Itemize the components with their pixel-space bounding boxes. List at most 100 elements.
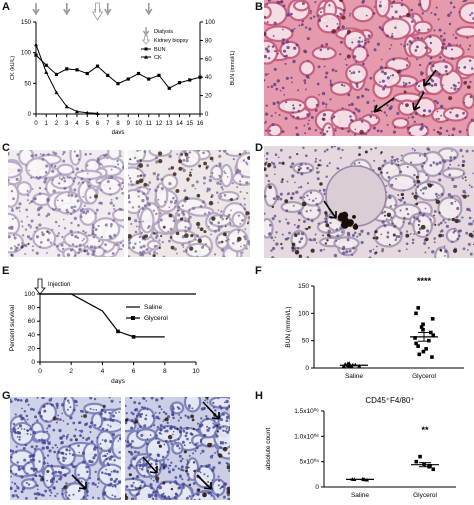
nucleus	[400, 3, 404, 7]
stain-spot	[216, 430, 220, 433]
nucleus	[108, 187, 112, 190]
nucleus	[140, 433, 144, 437]
nucleus	[158, 405, 162, 409]
stain-spot	[198, 164, 202, 168]
nucleus	[185, 250, 188, 253]
nucleus	[115, 196, 119, 200]
tubule	[442, 106, 469, 122]
nucleus	[367, 40, 370, 44]
nucleus	[88, 476, 92, 480]
x-tick-label: 12	[156, 121, 163, 127]
nucleus	[95, 208, 99, 212]
nucleus	[93, 445, 97, 449]
nucleus	[161, 455, 165, 459]
nucleus	[248, 243, 250, 246]
nucleus	[93, 397, 97, 401]
nucleus	[166, 450, 169, 454]
nucleus	[379, 1, 382, 3]
nucleus	[16, 153, 19, 156]
nucleus	[392, 130, 397, 134]
nucleus	[390, 35, 394, 38]
nucleus	[13, 482, 17, 485]
nucleus	[82, 210, 86, 214]
nucleus	[447, 42, 451, 46]
glycerol-point	[414, 341, 418, 346]
nucleus	[367, 34, 371, 38]
nucleus	[211, 454, 214, 457]
nucleus	[409, 161, 413, 164]
nucleus	[142, 397, 145, 400]
nucleus	[211, 172, 213, 174]
nucleus	[86, 470, 89, 474]
nucleus	[111, 414, 116, 418]
nucleus	[91, 224, 95, 227]
stain-spot	[139, 174, 143, 177]
nucleus	[223, 170, 226, 173]
nucleus	[276, 198, 279, 201]
stain-spot	[375, 251, 378, 254]
nucleus	[408, 131, 412, 135]
nucleus	[170, 461, 173, 464]
nucleus	[43, 180, 47, 184]
stain-spot	[177, 209, 179, 212]
stain-spot	[427, 183, 433, 188]
stain-spot	[128, 234, 132, 239]
nucleus	[440, 34, 443, 38]
nucleus	[140, 480, 144, 484]
nucleus	[386, 76, 390, 80]
nucleus	[141, 198, 145, 203]
nucleus	[217, 479, 221, 482]
nucleus	[169, 481, 172, 484]
tubule	[56, 163, 75, 176]
glycerol-point	[421, 349, 426, 354]
nucleus	[345, 250, 349, 254]
stain-spot	[422, 113, 426, 117]
nucleus	[274, 112, 277, 114]
nucleus	[85, 465, 89, 469]
stain-spot	[359, 129, 364, 135]
nucleus	[93, 424, 97, 427]
nucleus	[37, 213, 41, 217]
x-tick-label: 5	[86, 121, 90, 127]
nucleus	[369, 76, 373, 80]
stain-spot	[284, 199, 289, 204]
nucleus	[391, 155, 394, 159]
nucleus	[414, 49, 418, 52]
nucleus	[317, 208, 321, 212]
nucleus	[118, 451, 121, 454]
nucleus	[137, 195, 140, 198]
nucleus	[195, 180, 199, 184]
nucleus	[96, 446, 99, 449]
nucleus	[77, 421, 81, 424]
nucleus	[305, 210, 308, 213]
nucleus	[198, 498, 201, 500]
nucleus	[68, 192, 70, 195]
nucleus	[451, 240, 454, 244]
nucleus	[355, 61, 358, 64]
nucleus	[225, 399, 229, 404]
y-left-tick-label: 50	[24, 81, 31, 87]
nucleus	[328, 126, 331, 129]
nucleus	[245, 247, 248, 250]
nucleus	[471, 149, 474, 152]
stain-spot	[189, 171, 192, 174]
y-right-tick-label: 40	[205, 75, 212, 81]
nucleus	[227, 429, 230, 432]
nucleus	[137, 451, 140, 454]
nucleus	[118, 248, 121, 251]
nucleus	[158, 485, 163, 490]
nucleus	[241, 175, 244, 179]
legend-saline-label: Saline	[144, 304, 162, 311]
nucleus	[357, 109, 361, 113]
nucleus	[77, 183, 80, 185]
nucleus	[336, 14, 339, 17]
nucleus	[447, 166, 450, 169]
stain-spot	[162, 225, 166, 229]
nucleus	[329, 79, 332, 82]
nucleus	[101, 439, 104, 441]
nucleus	[337, 147, 341, 151]
nucleus	[325, 43, 329, 46]
nucleus	[151, 414, 155, 418]
nucleus	[146, 163, 150, 167]
stain-spot	[183, 450, 187, 454]
